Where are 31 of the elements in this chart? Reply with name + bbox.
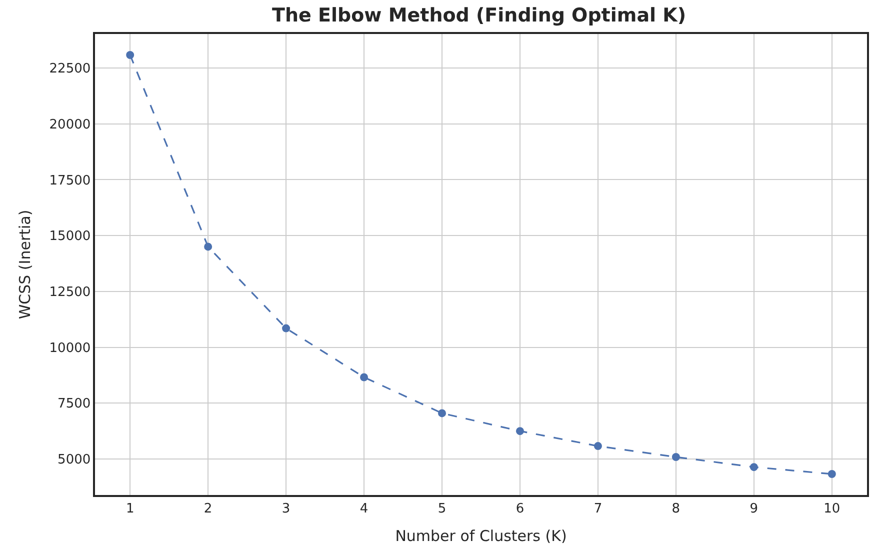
x-tick-label: 10 [824, 501, 840, 516]
y-axis-title: WCSS (Inertia) [16, 210, 34, 320]
x-axis-title: Number of Clusters (K) [395, 526, 567, 545]
x-tick-label: 2 [204, 501, 212, 516]
point [204, 242, 212, 251]
y-tick-label: 22500 [49, 62, 91, 77]
point [516, 427, 524, 436]
point [828, 470, 836, 478]
point [282, 324, 290, 332]
point [126, 51, 134, 60]
x-tick-label: 7 [594, 501, 602, 516]
y-tick-label: 12500 [49, 284, 91, 300]
x-tick-label: 5 [438, 501, 446, 516]
x-tick-label: 3 [282, 501, 290, 516]
point [438, 409, 446, 418]
y-tick-label: 15000 [49, 229, 91, 244]
x-tick-label: 1 [126, 501, 134, 516]
y-tick-label: 10000 [49, 340, 91, 356]
point [672, 453, 680, 462]
x-tick-label: 8 [672, 501, 680, 516]
y-tick-label: 17500 [49, 173, 91, 188]
chart-title: The Elbow Method (Finding Optimal K) [272, 4, 686, 27]
x-tick-label: 9 [750, 501, 758, 516]
point [360, 373, 368, 382]
y-tick-label: 5000 [58, 452, 91, 468]
point [594, 442, 602, 450]
x-tick-label: 4 [360, 501, 368, 516]
y-tick-label: 7500 [58, 396, 91, 412]
point [750, 463, 758, 472]
y-tick-label: 20000 [49, 117, 91, 132]
x-tick-label: 6 [516, 501, 524, 516]
